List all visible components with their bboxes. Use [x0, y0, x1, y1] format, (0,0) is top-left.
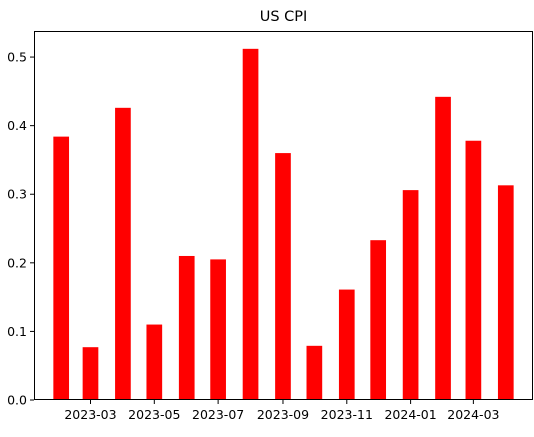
x-tick-label: 2024-01: [384, 407, 436, 422]
bar-2023-06: [178, 255, 195, 400]
bar-2023-03: [82, 347, 99, 400]
bar-2023-12: [370, 240, 387, 400]
bar-2023-09: [275, 153, 291, 400]
y-tick-label: 0.4: [7, 118, 27, 133]
bar-2023-04: [115, 107, 131, 400]
bar-2024-01: [402, 190, 419, 400]
bar-2023-11: [338, 289, 355, 400]
y-tick-label: 0.5: [7, 50, 27, 65]
y-tick-label: 0.3: [7, 187, 27, 202]
x-tick-label: 2023-03: [64, 407, 116, 422]
x-tick-label: 2023-09: [257, 407, 309, 422]
x-tick-label: 2024-03: [447, 407, 499, 422]
bar-2023-07: [210, 259, 226, 400]
bar-2023-05: [146, 324, 163, 400]
bar-2023-08: [242, 48, 259, 400]
x-tick-label: 2023-11: [321, 407, 373, 422]
bar-2024-03: [465, 140, 482, 401]
bar-2023-02: [53, 136, 70, 400]
chart-title: US CPI: [260, 9, 308, 25]
bar-2024-02: [435, 96, 451, 400]
x-tick-label: 2023-05: [128, 407, 180, 422]
y-axis: 0.0 0.1 0.2 0.3 0.4 0.5: [7, 50, 34, 408]
bar-2023-10: [306, 345, 323, 400]
y-tick-label: 0.1: [7, 324, 27, 339]
plot-frame: [34, 31, 533, 400]
x-tick-label: 2023-07: [192, 407, 244, 422]
x-axis: 2023-03 2023-05 2023-07 2023-09 2023-11 2024-…: [64, 400, 499, 422]
y-tick-label: 0.0: [7, 393, 27, 408]
bar-2024-04: [497, 185, 514, 400]
bars-group: [53, 48, 514, 401]
y-tick-label: 0.2: [7, 255, 27, 270]
